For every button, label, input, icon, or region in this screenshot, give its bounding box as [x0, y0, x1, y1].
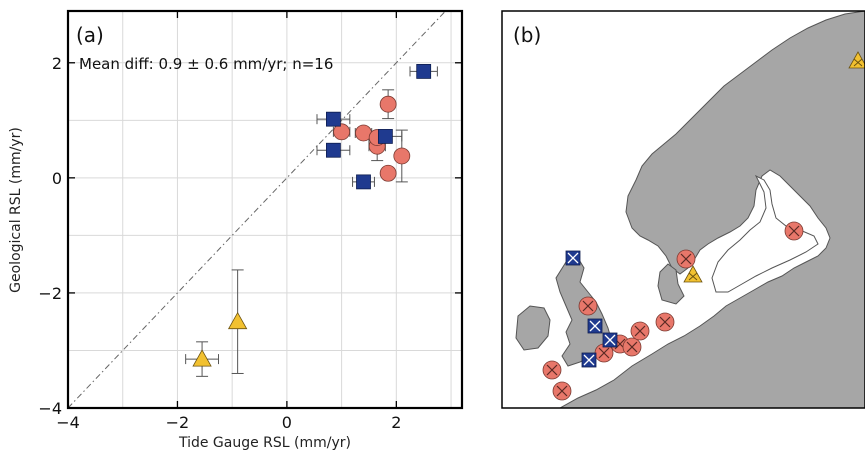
- square-data-point: [356, 174, 371, 190]
- panel-label-b: (b): [513, 23, 541, 47]
- land-denmark: [657, 263, 685, 305]
- land-ireland: [515, 305, 551, 351]
- y-tick-label: −2: [38, 284, 62, 303]
- map-triangle-site: [848, 51, 865, 69]
- map-square-site: [565, 250, 581, 266]
- x-axis-label: Tide Gauge RSL (mm/yr): [178, 435, 351, 451]
- data-points: [192, 64, 432, 367]
- map-circle-site: [552, 381, 572, 401]
- y-tick-label: 2: [52, 54, 62, 73]
- square-data-point: [377, 129, 393, 144]
- x-tick-label: −2: [166, 413, 190, 432]
- circle-data-point: [393, 147, 411, 165]
- map-square-site: [587, 318, 603, 334]
- circle-data-point: [333, 123, 351, 141]
- x-tick-label: −4: [56, 413, 80, 432]
- y-axis-label: Geological RSL (mm/yr): [8, 127, 24, 293]
- panel-label-a: (a): [76, 23, 104, 47]
- map-square-site: [602, 332, 618, 348]
- plot-frame: [66, 9, 464, 410]
- triangle-data-point: [192, 349, 212, 367]
- map-circle-site: [784, 221, 804, 241]
- map-circle-site: [655, 312, 675, 332]
- map-circle-site: [622, 337, 642, 357]
- land-mainland: [558, 11, 865, 408]
- map-circle-site: [542, 360, 562, 380]
- error-bars: [185, 66, 438, 377]
- panel-a-scatter-plot: −4 −2 0 2 −4 −2 0 2 (a) Mean diff: 0.9 ± 0.6 mm…: [8, 9, 464, 451]
- map-frame: [501, 10, 865, 409]
- map-site-markers: [542, 51, 865, 401]
- map-circle-site: [630, 321, 650, 341]
- square-data-point: [326, 111, 341, 127]
- triangle-data-point: [227, 311, 248, 330]
- map-land: [515, 11, 865, 408]
- map-square-site: [581, 352, 597, 368]
- square-data-point: [416, 64, 432, 79]
- y-tick-label: 0: [52, 169, 62, 188]
- circle-data-point: [379, 95, 397, 113]
- x-tick-label: 2: [391, 413, 401, 432]
- y-tick-label: −4: [38, 399, 62, 418]
- square-data-point: [326, 142, 341, 158]
- x-tick-label: 0: [282, 413, 292, 432]
- one-to-one-reference-line: [67, 10, 446, 409]
- map-circle-site: [676, 249, 696, 269]
- map-circle-site: [578, 296, 598, 316]
- mean-diff-annotation: Mean diff: 0.9 ± 0.6 mm/yr; n=16: [79, 55, 333, 73]
- panel-b-map: (b): [501, 10, 865, 409]
- axis-ticks: −4 −2 0 2 −4 −2 0 2: [38, 11, 462, 432]
- circle-data-point: [379, 164, 397, 182]
- baltic-sea: [711, 174, 819, 293]
- map-triangle-site: [683, 265, 703, 283]
- grid-lines: [67, 11, 462, 409]
